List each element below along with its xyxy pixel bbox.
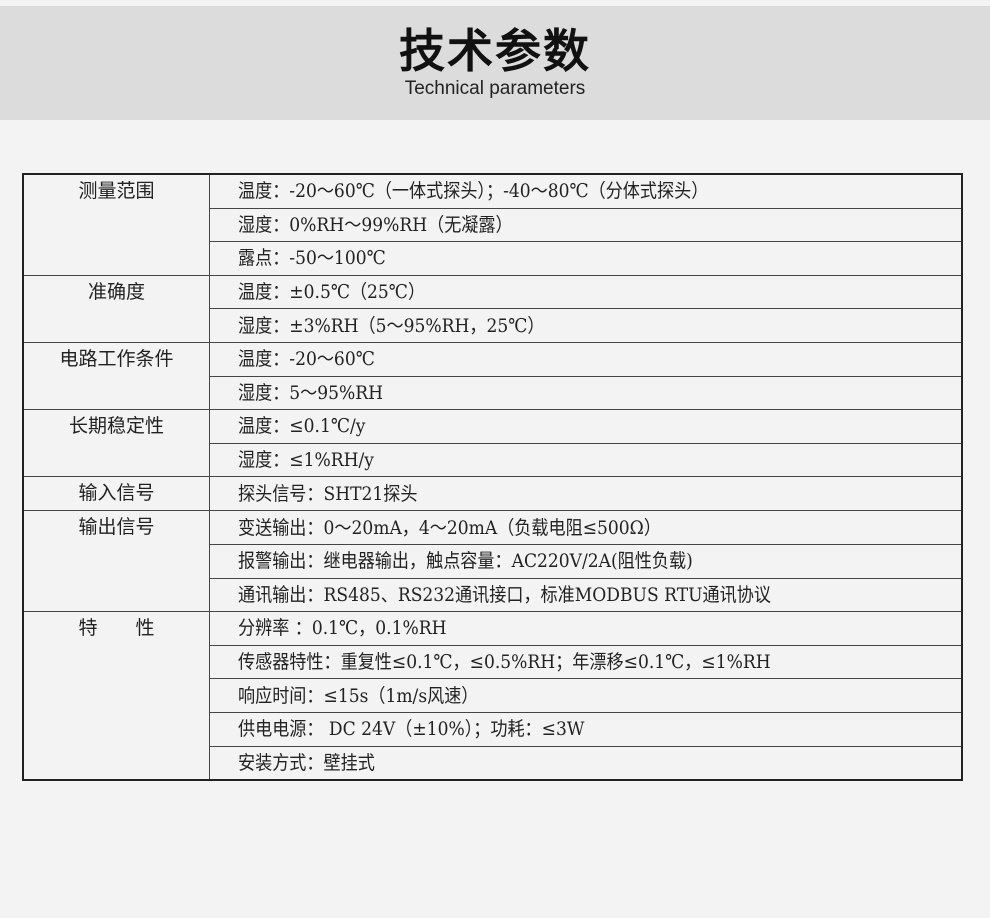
spec-value: 分辨率 ：0.1℃，0.1%RH [209,611,963,646]
spec-value: 安装方式：壁挂式 [209,745,963,781]
group-label: 特 性 [22,611,210,781]
spec-text: 分辨率 ：0.1℃，0.1%RH [238,617,447,640]
group-label: 准确度 [22,274,210,343]
table-row: 长期稳定性 温度：≤0.1℃/y [22,409,963,478]
spec-text: 传感器特性：重复性≤0.1℃，≤0.5%RH；年漂移≤0.1℃，≤1%RH [238,651,771,674]
page-subtitle: Technical parameters [404,78,586,99]
table-row: 特 性 分辨率 ：0.1℃，0.1%RH [22,611,963,781]
spec-value: 响应时间：≤15s（1m/s风速） [209,678,963,713]
header-banner: 技术参数 Technical parameters [0,6,990,120]
spec-value: 温度：≤0.1℃/y [209,409,963,444]
spec-value: 温度：-20～60℃ [209,341,963,377]
spec-text: 温度：≤0.1℃/y [238,415,366,438]
table-row: 传感器特性：重复性≤0.1℃，≤0.5%RH；年漂移≤0.1℃，≤1%RH [23,644,963,680]
spec-value: 探头信号：SHT21探头 [209,476,963,512]
table-row: 准确度 温度：±0.5℃（25℃） [22,274,963,343]
spec-text: 温度：±0.5℃（25℃） [238,281,426,304]
group-label: 电路工作条件 [22,341,210,411]
table-row: 湿度：5～95%RH [23,375,963,411]
spec-text: 响应时间：≤15s（1m/s风速） [238,684,479,707]
spec-value: 湿度：≤1%RH/y [209,442,963,478]
group-label: 测量范围 [22,173,210,276]
spec-value: 湿度：±3%RH（5～95%RH，25℃） [209,308,963,343]
page-title: 技术参数 [399,24,591,78]
spec-value: 报警输出：继电器输出，触点容量：AC220V/2A(阻性负载) [209,543,963,579]
spec-text: 探头信号：SHT21探头 [238,482,418,505]
spec-value: 露点：-50～100℃ [209,241,963,276]
spec-value: 湿度：0%RH～99%RH（无凝露） [209,207,963,243]
table-row: 供电电源： DC 24V（±10%）；功耗：≤3W [23,711,963,747]
spec-value: 湿度：5～95%RH [209,375,963,411]
spec-text: 湿度：0%RH～99%RH（无凝露） [238,213,513,236]
table-row: 输入信号 探头信号：SHT21探头 [22,476,963,512]
table-row: 通讯输出：RS485、RS232通讯接口，标准MODBUS RTU通讯协议 [23,577,963,613]
spec-text: 露点：-50～100℃ [238,247,386,270]
spec-value: 温度：-20～60℃（一体式探头）；-40～80℃（分体式探头） [209,173,963,209]
table-row: 露点：-50～100℃ [23,241,963,276]
table-row: 安装方式：壁挂式 [23,745,963,781]
spec-value: 温度：±0.5℃（25℃） [209,274,963,310]
table-row: 输出信号 变送输出：0～20mA，4～20mA（负载电阻≤500Ω） [22,510,963,613]
spec-text: 湿度：≤1%RH/y [238,449,374,472]
spec-text: 供电电源： DC 24V（±10%）；功耗：≤3W [238,718,585,741]
table-row: 报警输出：继电器输出，触点容量：AC220V/2A(阻性负载) [23,543,963,579]
spec-table: 测量范围 温度：-20～60℃（一体式探头）；-40～80℃（分体式探头） 湿度：0… [22,173,963,782]
table-row: 响应时间：≤15s（1m/s风速） [23,678,963,713]
spec-value: 通讯输出：RS485、RS232通讯接口，标准MODBUS RTU通讯协议 [209,577,963,613]
spec-text: 安装方式：壁挂式 [238,751,375,774]
table-row: 电路工作条件 温度：-20～60℃ [22,341,963,411]
spec-value: 变送输出：0～20mA，4～20mA（负载电阻≤500Ω） [209,510,963,545]
group-label: 输入信号 [22,476,210,512]
spec-text: 温度：-20～60℃ [238,348,375,371]
group-label: 长期稳定性 [22,409,210,478]
spec-text: 变送输出：0～20mA，4～20mA（负载电阻≤500Ω） [238,516,661,539]
group-label: 输出信号 [22,510,210,613]
spec-text: 温度：-20～60℃（一体式探头）；-40～80℃（分体式探头） [238,180,709,203]
table-row: 测量范围 温度：-20～60℃（一体式探头）；-40～80℃（分体式探头） [22,173,963,276]
spec-text: 湿度：5～95%RH [238,381,384,404]
table-row: 湿度：0%RH～99%RH（无凝露） [23,207,963,243]
spec-text: 通讯输出：RS485、RS232通讯接口，标准MODBUS RTU通讯协议 [238,583,771,606]
spec-value: 传感器特性：重复性≤0.1℃，≤0.5%RH；年漂移≤0.1℃，≤1%RH [209,644,963,680]
spec-text: 报警输出：继电器输出，触点容量：AC220V/2A(阻性负载) [238,550,693,573]
spec-value: 供电电源： DC 24V（±10%）；功耗：≤3W [209,711,963,747]
spec-text: 湿度：±3%RH（5～95%RH，25℃） [238,314,545,337]
